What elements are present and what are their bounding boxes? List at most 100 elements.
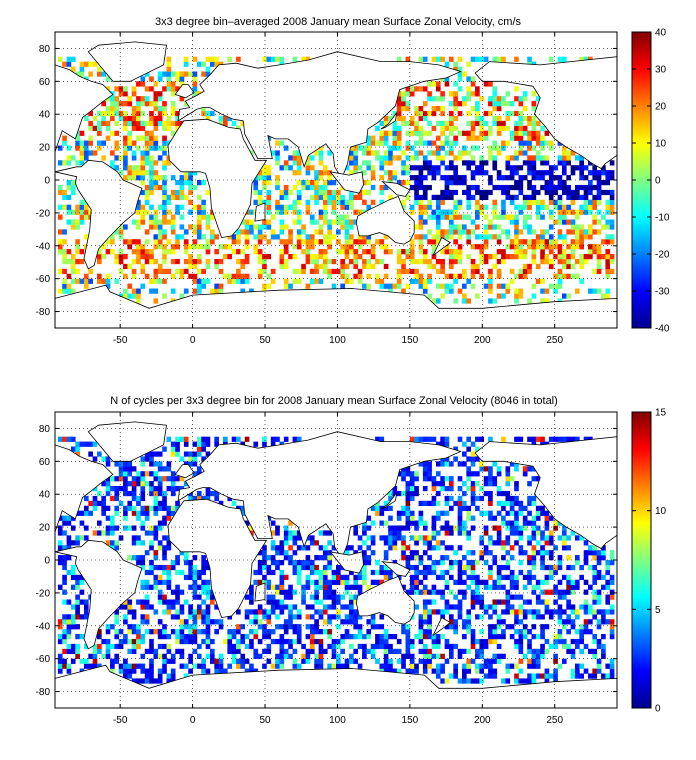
bin-cell bbox=[435, 229, 441, 235]
bin-cell bbox=[62, 258, 67, 265]
bin-cell bbox=[283, 525, 289, 531]
bin-cell bbox=[336, 594, 341, 600]
bin-cell bbox=[57, 658, 63, 664]
bin-cell bbox=[157, 451, 163, 457]
bin-cell bbox=[179, 634, 185, 640]
bin-cell bbox=[435, 165, 441, 171]
bin-cell bbox=[153, 451, 159, 457]
bin-cell bbox=[205, 436, 211, 442]
bin-cell bbox=[62, 239, 67, 245]
bin-cell bbox=[479, 648, 485, 655]
bin-cell bbox=[548, 199, 554, 205]
bin-cell bbox=[249, 224, 254, 230]
bin-cell bbox=[514, 254, 519, 260]
bin-cell bbox=[266, 219, 272, 225]
bin-cell bbox=[296, 569, 302, 576]
bin-cell bbox=[279, 579, 285, 585]
bin-cell bbox=[492, 604, 498, 610]
bin-cell bbox=[405, 653, 411, 659]
bin-cell bbox=[114, 510, 120, 516]
bin-cell bbox=[527, 569, 532, 576]
bin-cell bbox=[257, 239, 263, 245]
bin-cell bbox=[475, 101, 480, 107]
bin-cell bbox=[201, 71, 206, 77]
bin-cell bbox=[196, 180, 202, 186]
bin-cell bbox=[110, 540, 115, 546]
bin-cell bbox=[153, 101, 159, 107]
bin-cell bbox=[362, 555, 367, 561]
bin-cell bbox=[188, 71, 193, 77]
bin-cell bbox=[83, 535, 89, 541]
bin-cell bbox=[605, 609, 611, 615]
bin-cell bbox=[444, 599, 450, 605]
bin-cell bbox=[427, 461, 432, 467]
bin-cell bbox=[244, 239, 250, 245]
bin-cell bbox=[131, 663, 137, 669]
bin-cell bbox=[505, 194, 511, 201]
bin-cell bbox=[414, 584, 419, 590]
bin-cell bbox=[557, 614, 563, 620]
bin-cell bbox=[153, 96, 159, 102]
bin-cell bbox=[453, 278, 458, 284]
bin-cell bbox=[209, 209, 215, 215]
bin-cell bbox=[475, 594, 480, 600]
bin-cell bbox=[170, 441, 176, 447]
bin-cell bbox=[83, 510, 89, 516]
bin-cell bbox=[501, 564, 506, 571]
bin-cell bbox=[149, 288, 154, 294]
bin-cell bbox=[70, 268, 76, 275]
bin-cell bbox=[296, 234, 302, 240]
bin-cell bbox=[440, 476, 445, 482]
bin-cell bbox=[170, 560, 176, 566]
bin-cell bbox=[501, 490, 506, 497]
bin-cell bbox=[266, 619, 272, 625]
bin-cell bbox=[140, 135, 146, 141]
bin-cell bbox=[375, 155, 380, 161]
bin-cell bbox=[149, 130, 154, 136]
bin-cell bbox=[514, 180, 519, 186]
bin-cell bbox=[470, 155, 476, 161]
bin-cell bbox=[479, 550, 485, 556]
bin-cell bbox=[218, 624, 224, 630]
bin-cell bbox=[448, 560, 454, 566]
bin-cell bbox=[205, 490, 211, 497]
bin-cell bbox=[453, 594, 458, 600]
bin-cell bbox=[144, 120, 150, 127]
bin-cell bbox=[175, 244, 180, 250]
bin-cell bbox=[466, 658, 472, 664]
bin-cell bbox=[349, 609, 354, 615]
bin-cell bbox=[196, 436, 202, 442]
bin-cell bbox=[266, 283, 272, 289]
bin-cell bbox=[479, 160, 485, 166]
bin-cell bbox=[157, 239, 163, 245]
bin-cell bbox=[418, 515, 424, 521]
bin-cell bbox=[557, 555, 563, 561]
bin-cell bbox=[579, 239, 584, 245]
bin-cell bbox=[283, 535, 289, 541]
bin-cell bbox=[344, 550, 350, 556]
bin-cell bbox=[283, 194, 289, 201]
bin-cell bbox=[127, 471, 133, 477]
bin-cell bbox=[170, 175, 176, 181]
bin-cell bbox=[427, 609, 432, 615]
bin-cell bbox=[388, 530, 393, 536]
bin-cell bbox=[383, 263, 389, 270]
bin-cell bbox=[275, 663, 280, 669]
bin-cell bbox=[418, 244, 424, 250]
bin-cell bbox=[309, 239, 315, 245]
bin-cell bbox=[196, 244, 202, 250]
bin-cell bbox=[157, 500, 163, 507]
bin-cell bbox=[179, 476, 185, 482]
bin-cell bbox=[414, 525, 419, 531]
bin-cell bbox=[296, 199, 302, 205]
bin-cell bbox=[305, 254, 311, 260]
bin-cell bbox=[97, 254, 102, 260]
bin-cell bbox=[427, 555, 432, 561]
bin-cell bbox=[427, 658, 432, 664]
bin-cell bbox=[327, 273, 332, 279]
bin-cell bbox=[566, 204, 571, 210]
bin-cell bbox=[483, 550, 489, 556]
bin-cell bbox=[392, 170, 398, 176]
bin-cell bbox=[496, 599, 502, 605]
bin-cell bbox=[357, 194, 363, 201]
